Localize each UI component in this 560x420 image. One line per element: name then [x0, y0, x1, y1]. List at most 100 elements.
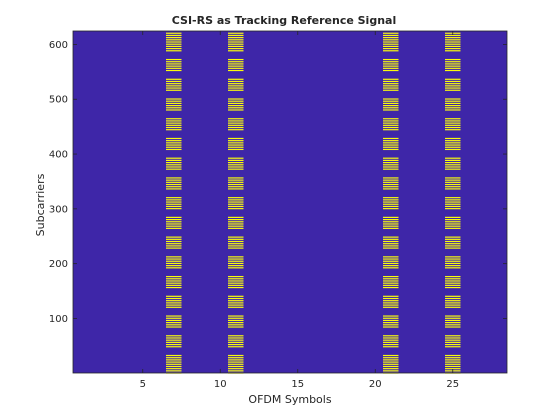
- signal-cell: [445, 142, 461, 144]
- signal-cell: [228, 225, 244, 227]
- signal-cell: [445, 227, 461, 229]
- signal-cell: [166, 85, 182, 87]
- signal-cell: [445, 98, 461, 100]
- signal-cell: [383, 124, 399, 126]
- signal-cell: [228, 58, 244, 61]
- signal-cell: [166, 179, 182, 181]
- signal-cell: [228, 120, 244, 122]
- signal-cell: [228, 197, 244, 199]
- signal-cell: [383, 157, 399, 159]
- signal-cell: [383, 282, 399, 284]
- signal-cell: [228, 137, 244, 140]
- signal-cell: [445, 41, 461, 43]
- signal-cell: [228, 188, 244, 190]
- signal-cell: [228, 295, 244, 297]
- signal-cell: [445, 179, 461, 181]
- signal-cell: [166, 201, 182, 203]
- signal-cell: [166, 286, 182, 289]
- signal-cell: [228, 168, 244, 170]
- signal-cell: [445, 118, 461, 120]
- signal-cell: [445, 43, 461, 45]
- signal-cell: [228, 240, 244, 243]
- signal-cell: [228, 199, 244, 201]
- signal-cell: [445, 359, 461, 361]
- signal-cell: [228, 236, 244, 238]
- plot-area: [73, 31, 507, 374]
- signal-cell: [383, 363, 399, 365]
- axes-frame: [72, 30, 508, 374]
- signal-cell: [383, 63, 399, 65]
- signal-cell: [445, 34, 461, 37]
- signal-cell: [445, 315, 461, 317]
- signal-cell: [228, 102, 244, 104]
- signal-cell: [166, 317, 182, 319]
- signal-cell: [166, 258, 182, 260]
- signal-cell: [166, 37, 182, 39]
- signal-cell: [228, 159, 244, 161]
- signal-cell: [383, 370, 399, 372]
- signal-cell: [445, 260, 461, 262]
- signal-cell: [383, 265, 399, 267]
- x-tick-label: 20: [369, 379, 382, 390]
- signal-cell: [166, 164, 182, 166]
- signal-cell: [166, 177, 182, 179]
- signal-cell: [445, 262, 461, 265]
- signal-cell: [445, 137, 461, 140]
- signal-cell: [383, 262, 399, 265]
- signal-cell: [445, 275, 461, 278]
- signal-cell: [166, 118, 182, 120]
- signal-cell: [166, 102, 182, 104]
- signal-cell: [383, 102, 399, 104]
- signal-cell: [383, 302, 399, 304]
- signal-cell: [228, 39, 244, 41]
- signal-cell: [228, 201, 244, 203]
- signal-cell: [166, 166, 182, 168]
- signal-cell: [383, 319, 399, 322]
- signal-cell: [445, 256, 461, 258]
- x-tick-label: 25: [446, 379, 459, 390]
- signal-cell: [166, 50, 182, 52]
- signal-cell: [445, 205, 461, 208]
- y-tick-label: 300: [49, 204, 68, 215]
- signal-cell: [166, 61, 182, 63]
- signal-cell: [228, 98, 244, 100]
- signal-cell: [383, 32, 399, 34]
- signal-cell: [383, 258, 399, 260]
- signal-cell: [383, 89, 399, 91]
- signal-cell: [445, 177, 461, 179]
- signal-cell: [383, 118, 399, 120]
- signal-cell: [445, 361, 461, 363]
- signal-cell: [383, 208, 399, 210]
- signal-cell: [383, 69, 399, 72]
- signal-cell: [166, 83, 182, 85]
- signal-cell: [166, 225, 182, 227]
- signal-cell: [383, 67, 399, 69]
- signal-cell: [383, 181, 399, 183]
- signal-cell: [166, 80, 182, 83]
- signal-cell: [166, 197, 182, 199]
- signal-cell: [383, 58, 399, 61]
- signal-cell: [228, 67, 244, 69]
- signal-cell: [445, 280, 461, 282]
- signal-cell: [383, 39, 399, 41]
- signal-cell: [166, 183, 182, 186]
- signal-cell: [383, 186, 399, 188]
- signal-cell: [383, 179, 399, 181]
- signal-cell: [166, 208, 182, 210]
- signal-cell: [383, 346, 399, 348]
- signal-cell: [166, 302, 182, 304]
- signal-cell: [166, 280, 182, 282]
- signal-cell: [383, 315, 399, 317]
- signal-cell: [445, 124, 461, 126]
- signal-cell: [228, 205, 244, 208]
- signal-cell: [445, 159, 461, 161]
- signal-cell: [166, 137, 182, 140]
- signal-cell: [445, 304, 461, 306]
- signal-cell: [166, 140, 182, 142]
- signal-cell: [228, 359, 244, 361]
- signal-cell: [166, 260, 182, 262]
- signal-cell: [383, 166, 399, 168]
- signal-cell: [166, 181, 182, 183]
- signal-cell: [445, 319, 461, 322]
- y-tick-label: 600: [49, 40, 68, 51]
